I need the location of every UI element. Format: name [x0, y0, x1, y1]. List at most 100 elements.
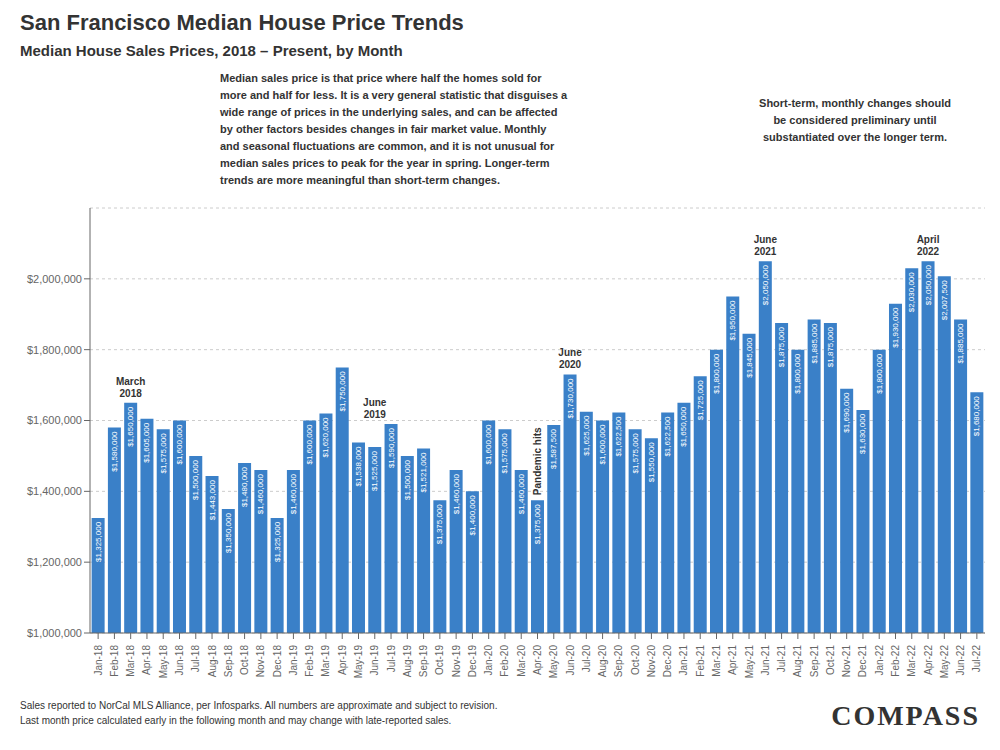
svg-text:Dec-19: Dec-19: [467, 645, 478, 678]
svg-text:May-18: May-18: [158, 645, 169, 679]
svg-text:$1,587,500: $1,587,500: [549, 428, 558, 469]
svg-text:Mar-19: Mar-19: [320, 645, 331, 677]
svg-text:$1,538,000: $1,538,000: [354, 446, 363, 487]
svg-text:$1,930,000: $1,930,000: [891, 307, 900, 348]
svg-text:June2021: June2021: [754, 234, 778, 257]
svg-text:$1,650,000: $1,650,000: [126, 406, 135, 447]
svg-text:May-22: May-22: [939, 645, 950, 679]
svg-text:$1,443,000: $1,443,000: [208, 480, 217, 521]
svg-text:$1,375,000: $1,375,000: [435, 504, 444, 545]
svg-text:Aug-20: Aug-20: [597, 645, 608, 678]
svg-text:$1,521,000: $1,521,000: [419, 452, 428, 493]
svg-text:Jun-19: Jun-19: [369, 645, 380, 676]
svg-text:Jun-22: Jun-22: [955, 645, 966, 676]
svg-text:$1,600,000: $1,600,000: [305, 424, 314, 465]
svg-text:Dec-20: Dec-20: [662, 645, 673, 678]
svg-text:Jul-19: Jul-19: [386, 645, 397, 673]
svg-text:Jul-21: Jul-21: [776, 645, 787, 673]
svg-text:$1,950,000: $1,950,000: [728, 300, 737, 341]
svg-text:$1,875,000: $1,875,000: [826, 327, 835, 368]
svg-text:$1,725,000: $1,725,000: [696, 380, 705, 421]
svg-text:Jun-21: Jun-21: [760, 645, 771, 676]
svg-text:$1,400,000: $1,400,000: [468, 495, 477, 536]
svg-text:Jan-19: Jan-19: [288, 645, 299, 676]
svg-text:$1,375,000: $1,375,000: [533, 504, 542, 545]
svg-text:$1,350,000: $1,350,000: [224, 512, 233, 553]
svg-text:Jan-21: Jan-21: [678, 645, 689, 676]
svg-text:$1,600,000: $1,600,000: [598, 424, 607, 465]
svg-text:Dec-18: Dec-18: [272, 645, 283, 678]
svg-text:$1,845,000: $1,845,000: [745, 337, 754, 378]
svg-text:$1,500,000: $1,500,000: [403, 459, 412, 500]
svg-text:$1,620,000: $1,620,000: [321, 417, 330, 458]
svg-text:$1,325,000: $1,325,000: [273, 521, 282, 562]
svg-text:Jan-20: Jan-20: [483, 645, 494, 676]
svg-text:$1,460,000: $1,460,000: [452, 474, 461, 515]
svg-text:Apr-21: Apr-21: [727, 645, 738, 675]
svg-text:$1,480,000: $1,480,000: [240, 466, 249, 507]
svg-text:Apr-18: Apr-18: [141, 645, 152, 675]
svg-text:$1,800,000: $1,800,000: [712, 353, 721, 394]
svg-text:$1,600,000: $1,600,000: [484, 424, 493, 465]
svg-text:Feb-18: Feb-18: [109, 645, 120, 677]
svg-text:$1,580,000: $1,580,000: [110, 431, 119, 472]
svg-text:$1,600,000: $1,600,000: [175, 424, 184, 465]
svg-text:$1,885,000: $1,885,000: [956, 323, 965, 364]
svg-text:Oct-18: Oct-18: [239, 645, 250, 675]
svg-text:$1,460,000: $1,460,000: [517, 474, 526, 515]
svg-text:$2,050,000: $2,050,000: [761, 265, 770, 306]
svg-text:Apr-20: Apr-20: [532, 645, 543, 675]
svg-text:Mar-22: Mar-22: [906, 645, 917, 677]
svg-text:$2,050,000: $2,050,000: [924, 265, 933, 306]
svg-text:$1,650,000: $1,650,000: [679, 406, 688, 447]
svg-text:$1,800,000: $1,800,000: [793, 353, 802, 394]
svg-text:$1,625,000: $1,625,000: [582, 415, 591, 456]
svg-text:Jul-18: Jul-18: [190, 645, 201, 673]
svg-text:Pandemic hits: Pandemic hits: [532, 427, 543, 495]
svg-text:Oct-20: Oct-20: [630, 645, 641, 675]
svg-text:Nov-20: Nov-20: [646, 645, 657, 678]
svg-text:$1,690,000: $1,690,000: [842, 392, 851, 433]
svg-text:Nov-18: Nov-18: [255, 645, 266, 678]
svg-text:$1,460,000: $1,460,000: [289, 474, 298, 515]
svg-text:$1,400,000: $1,400,000: [27, 485, 82, 497]
svg-text:$1,605,000: $1,605,000: [142, 422, 151, 463]
svg-text:$1,575,000: $1,575,000: [631, 433, 640, 474]
svg-text:$1,630,000: $1,630,000: [858, 413, 867, 454]
svg-text:$1,730,000: $1,730,000: [566, 378, 575, 419]
svg-text:$1,800,000: $1,800,000: [27, 344, 82, 356]
svg-text:June2020: June2020: [558, 347, 582, 370]
svg-text:Apr-19: Apr-19: [337, 645, 348, 675]
svg-text:Mar-21: Mar-21: [711, 645, 722, 677]
svg-text:$1,325,000: $1,325,000: [94, 521, 103, 562]
svg-text:$1,460,000: $1,460,000: [256, 474, 265, 515]
svg-text:$1,885,000: $1,885,000: [810, 323, 819, 364]
svg-text:Feb-20: Feb-20: [499, 645, 510, 677]
svg-text:$1,575,000: $1,575,000: [500, 433, 509, 474]
svg-text:March2018: March2018: [116, 376, 145, 399]
svg-text:$1,800,000: $1,800,000: [875, 353, 884, 394]
svg-text:Oct-21: Oct-21: [825, 645, 836, 675]
svg-text:$1,525,000: $1,525,000: [370, 451, 379, 492]
svg-text:Aug-21: Aug-21: [792, 645, 803, 678]
svg-text:Mar-18: Mar-18: [125, 645, 136, 677]
svg-text:May-21: May-21: [744, 645, 755, 679]
svg-text:Jun-20: Jun-20: [565, 645, 576, 676]
svg-text:Jan-22: Jan-22: [874, 645, 885, 676]
svg-text:Sep-19: Sep-19: [418, 645, 429, 678]
svg-text:$2,030,000: $2,030,000: [907, 272, 916, 313]
svg-text:Sep-20: Sep-20: [613, 645, 624, 678]
svg-text:Oct-19: Oct-19: [434, 645, 445, 675]
svg-text:$1,200,000: $1,200,000: [27, 556, 82, 568]
svg-text:Dec-21: Dec-21: [857, 645, 868, 678]
svg-text:May-20: May-20: [548, 645, 559, 679]
svg-text:$1,590,000: $1,590,000: [387, 427, 396, 468]
svg-text:Jan-18: Jan-18: [93, 645, 104, 676]
svg-text:$1,600,000: $1,600,000: [27, 414, 82, 426]
svg-text:Jun-18: Jun-18: [174, 645, 185, 676]
svg-text:$1,875,000: $1,875,000: [777, 327, 786, 368]
svg-text:Nov-19: Nov-19: [451, 645, 462, 678]
svg-text:Feb-22: Feb-22: [890, 645, 901, 677]
svg-text:Feb-21: Feb-21: [695, 645, 706, 677]
svg-text:$1,575,000: $1,575,000: [159, 433, 168, 474]
